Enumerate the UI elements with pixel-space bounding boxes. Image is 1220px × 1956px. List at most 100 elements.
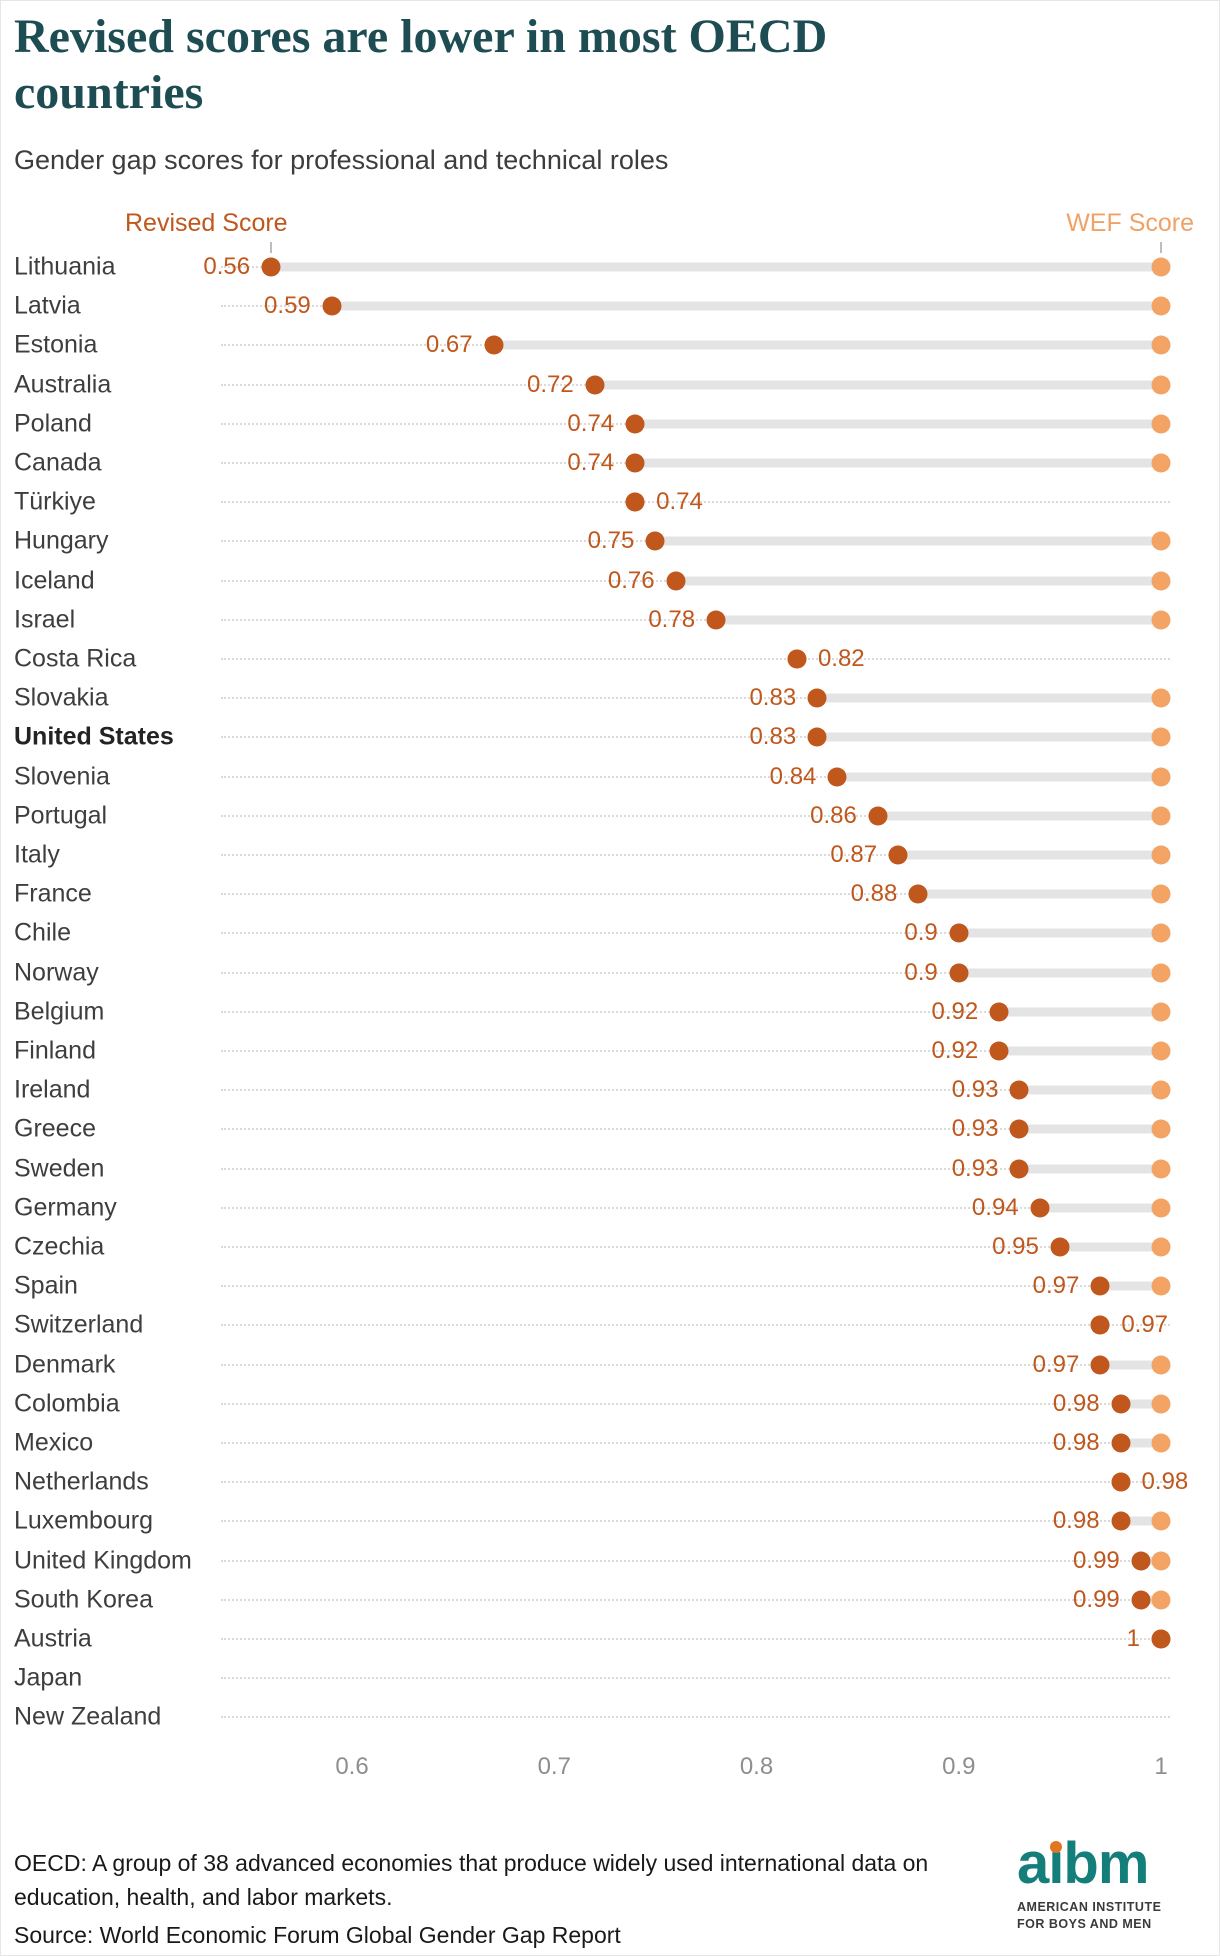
connector-bar — [635, 419, 1161, 429]
wef-dot — [1151, 453, 1171, 473]
wef-dot — [1151, 963, 1171, 983]
wef-dot — [1151, 1041, 1171, 1061]
row-gridline — [221, 658, 1170, 660]
row-gridline — [221, 1363, 1170, 1366]
logo-wordmark: aı bm — [1017, 1831, 1149, 1896]
wef-dot — [1151, 1159, 1171, 1179]
revised-value-label: 0.9 — [904, 919, 938, 947]
country-label: Greece — [14, 1114, 96, 1143]
revised-value-label: 0.92 — [931, 997, 979, 1025]
wef-dot — [1151, 1080, 1171, 1100]
row-gridline — [221, 697, 1170, 700]
revised-dot — [666, 571, 686, 591]
row-gridline — [221, 1285, 1170, 1288]
country-label: Israel — [14, 605, 76, 634]
country-label: Australia — [14, 370, 112, 399]
country-label: United Kingdom — [14, 1546, 192, 1575]
row-gridline — [221, 1167, 1170, 1170]
country-label: Italy — [14, 840, 60, 869]
row-gridline — [221, 1598, 1170, 1601]
row-gridline — [221, 1559, 1170, 1562]
logo-i-dot — [1049, 1841, 1062, 1853]
revised-dot — [1050, 1237, 1070, 1257]
revised-value-label: 0.56 — [203, 253, 251, 280]
connector-bar — [1019, 1124, 1161, 1134]
x-axis-tick-label: 0.9 — [942, 1753, 976, 1780]
revised-dot — [585, 375, 605, 395]
revised-dot — [625, 453, 645, 473]
row-gridline — [221, 1089, 1170, 1092]
revised-dot — [908, 884, 928, 904]
connector-bar — [1120, 1438, 1161, 1448]
revised-value-label: 0.74 — [656, 488, 703, 516]
wef-dot — [1151, 884, 1171, 904]
country-label: Poland — [14, 409, 92, 438]
revised-value-label: 0.99 — [1073, 1585, 1120, 1613]
country-label: Iceland — [14, 566, 95, 595]
revised-value-label: 0.72 — [526, 370, 574, 398]
connector-bar — [331, 301, 1161, 311]
revised-dot — [261, 257, 281, 277]
row-gridline — [221, 893, 1170, 896]
source-note: Source: World Economic Forum Global Gend… — [14, 1922, 621, 1948]
connector-bar — [1120, 1516, 1161, 1526]
wef-dot — [1151, 1590, 1171, 1610]
wef-dot — [1151, 1394, 1171, 1414]
revised-value-label: 0.95 — [992, 1233, 1039, 1260]
country-label: Luxembourg — [14, 1506, 153, 1535]
connector-bar — [877, 811, 1161, 821]
wef-dot — [1151, 845, 1171, 865]
connector-bar — [493, 340, 1161, 350]
revised-dot — [949, 923, 969, 943]
connector-bar — [1120, 1399, 1161, 1409]
row-gridline — [221, 1520, 1170, 1523]
row-gridline — [221, 1716, 1170, 1719]
revised-value-label: 0.83 — [749, 723, 797, 751]
revised-value-label: 0.93 — [951, 1115, 999, 1143]
revised-value-label: 0.97 — [1121, 1311, 1169, 1339]
revised-dot — [787, 649, 807, 669]
wef-dot — [1151, 414, 1171, 434]
revised-dot — [868, 806, 888, 826]
revised-dot — [1131, 1551, 1151, 1571]
connector-bar — [1100, 1360, 1161, 1370]
connector-bar — [898, 850, 1161, 860]
x-axis-tick-label: 1 — [1154, 1753, 1168, 1780]
connector-bar — [1019, 1085, 1161, 1095]
revised-value-label: 0.98 — [1052, 1429, 1100, 1456]
country-label: Mexico — [14, 1428, 94, 1457]
revised-value-label: 0.92 — [931, 1037, 979, 1064]
wef-column-tick — [1160, 242, 1162, 253]
country-label: Finland — [14, 1036, 96, 1065]
chart-title: Revised scores are lower in most OECD co… — [14, 10, 828, 119]
row-gridline — [221, 736, 1170, 739]
country-label: Hungary — [14, 526, 109, 555]
revised-value-label: 0.76 — [607, 566, 655, 594]
country-label: Lithuania — [14, 252, 116, 281]
wef-dot — [1151, 767, 1171, 787]
revised-value-label: 0.74 — [567, 449, 615, 476]
revised-value-label: 0.98 — [1052, 1507, 1100, 1535]
revised-dot — [1151, 1629, 1171, 1649]
revised-value-label: 0.99 — [1073, 1546, 1120, 1574]
connector-bar — [594, 380, 1161, 390]
revised-value-label: 0.83 — [749, 684, 797, 712]
wef-dot — [1151, 257, 1171, 277]
row-gridline — [221, 618, 1170, 621]
row-gridline — [221, 971, 1170, 974]
connector-bar — [1140, 1556, 1161, 1566]
wef-dot — [1151, 688, 1171, 708]
wef-dot — [1151, 296, 1171, 316]
country-label: Japan — [14, 1663, 83, 1692]
revised-value-label: 0.93 — [951, 1076, 999, 1104]
connector-bar — [635, 458, 1161, 468]
revised-dot — [1009, 1080, 1029, 1100]
revised-dot — [949, 963, 969, 983]
revised-value-label: 0.98 — [1141, 1468, 1189, 1496]
revised-value-label: 0.9 — [904, 958, 938, 986]
revised-column-tick — [270, 242, 272, 253]
revised-value-label: 0.98 — [1052, 1389, 1100, 1417]
revised-dot — [625, 414, 645, 434]
row-gridline — [221, 1206, 1170, 1209]
row-gridline — [221, 1638, 1170, 1640]
